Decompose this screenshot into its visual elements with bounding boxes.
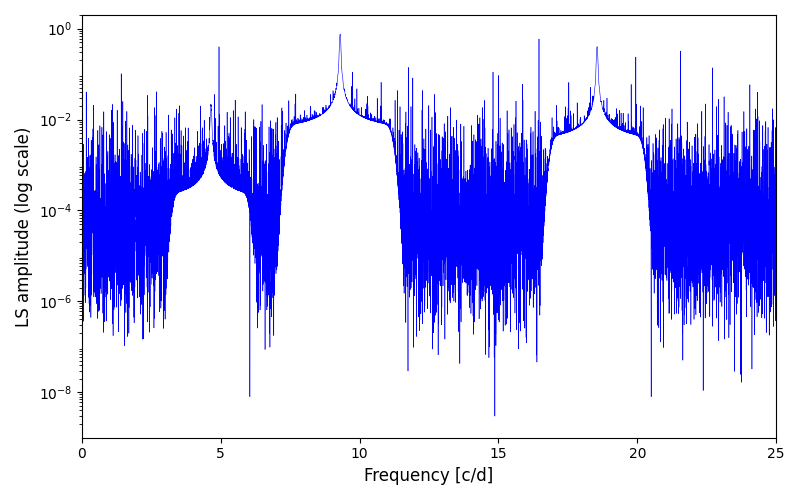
X-axis label: Frequency [c/d]: Frequency [c/d]	[364, 467, 494, 485]
Y-axis label: LS amplitude (log scale): LS amplitude (log scale)	[15, 126, 33, 326]
